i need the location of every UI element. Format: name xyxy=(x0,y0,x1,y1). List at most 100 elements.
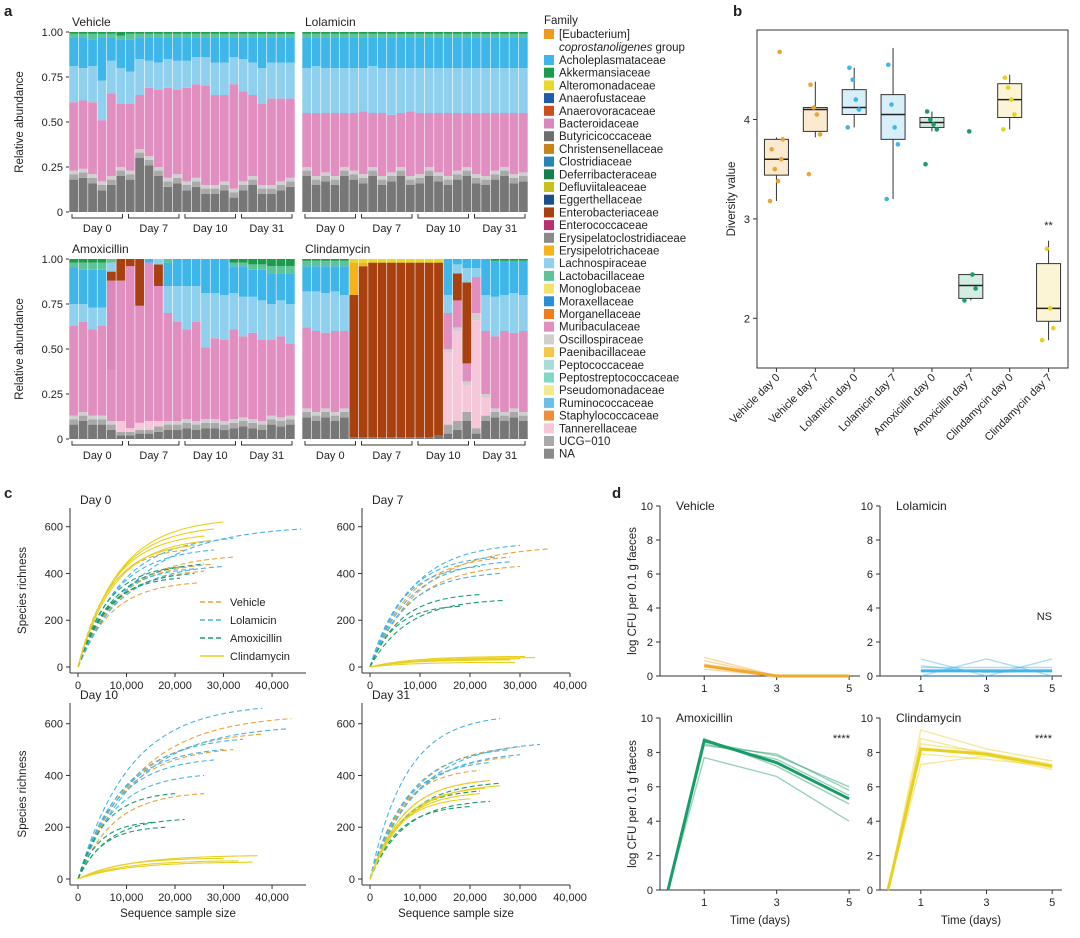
bar-segment xyxy=(339,266,349,295)
bar-segment xyxy=(330,260,340,267)
bar-segment xyxy=(518,32,528,34)
bar-segment xyxy=(434,435,443,439)
bar-segment xyxy=(106,93,116,176)
bar-segment xyxy=(219,421,229,425)
bar-segment xyxy=(509,113,519,175)
bar-segment xyxy=(339,259,349,261)
bar-segment xyxy=(88,424,97,439)
bar-segment xyxy=(387,176,396,182)
significance-label: NS xyxy=(1037,611,1052,623)
bar-segment xyxy=(443,433,453,439)
bar-segment xyxy=(257,269,267,301)
rarefaction-panel: Day 31 0 200 400 600 0 10,000 20,000 30,000 40,00… xyxy=(337,688,587,920)
bar-segment xyxy=(172,60,182,90)
legend-swatch xyxy=(544,93,554,104)
bar-segment xyxy=(257,424,267,430)
bar-segment xyxy=(405,437,415,439)
bar-segment xyxy=(311,259,321,261)
bar-segment xyxy=(191,286,201,322)
bar-segment xyxy=(106,37,116,61)
x-tick-label: Clindamycin day 7 xyxy=(983,372,1055,444)
x-tick-label: 1 xyxy=(918,683,924,695)
bar-segment xyxy=(191,33,201,38)
bar-segment xyxy=(462,282,472,364)
bar-segment xyxy=(500,331,509,412)
bar-segment xyxy=(116,435,126,439)
data-point xyxy=(767,198,773,204)
legend-swatch xyxy=(544,397,554,408)
legend-swatch xyxy=(544,410,554,421)
bar-segment xyxy=(219,190,229,212)
y-axis-label: Species richness xyxy=(17,547,29,634)
bar-segment xyxy=(330,33,340,38)
bar-segment xyxy=(144,87,154,157)
bar-segment xyxy=(144,159,154,166)
replicate-line xyxy=(704,656,850,677)
bar-segment xyxy=(509,183,519,212)
bar-segment xyxy=(396,32,406,34)
bar-segment xyxy=(78,415,88,421)
legend-swatch xyxy=(544,105,554,116)
bar-segment xyxy=(452,327,462,331)
bar-segment xyxy=(276,273,286,301)
bar-segment xyxy=(358,174,368,178)
bar-segment xyxy=(339,167,349,171)
bar-segment xyxy=(97,424,107,439)
bar-segment xyxy=(405,68,415,112)
bar-segment xyxy=(349,170,359,175)
bar-segment xyxy=(210,37,220,63)
bar-segment xyxy=(321,293,330,333)
y-tick-label: 8 xyxy=(647,535,653,547)
y-tick-label: 0.25 xyxy=(42,389,63,401)
bar-segment xyxy=(490,336,500,409)
x-tick-label: 1 xyxy=(701,683,707,695)
legend-label: Anaerovoracaceae xyxy=(559,106,656,118)
legend-label: Lachnospiraceae xyxy=(559,258,647,270)
bar-segment xyxy=(500,415,509,421)
x-tick-label: 40,000 xyxy=(553,892,587,904)
bar-segment xyxy=(106,179,116,185)
bar-segment xyxy=(302,408,312,412)
bar-segment xyxy=(377,185,387,212)
bar-segment xyxy=(191,186,201,212)
bar-segment xyxy=(302,266,312,292)
legend-label: Ruminococcaceae xyxy=(559,398,654,410)
bar-segment xyxy=(248,332,258,420)
bar-segment xyxy=(201,86,210,185)
bar-segment xyxy=(500,295,509,331)
legend-swatch xyxy=(544,118,554,129)
bar-segment xyxy=(78,269,88,304)
bar-segment xyxy=(339,260,349,267)
y-tick-label: 8 xyxy=(867,747,873,759)
bar-segment xyxy=(238,91,248,182)
y-axis-label: Relative abundance xyxy=(14,71,26,173)
bar-segment xyxy=(349,295,359,438)
bar-segment xyxy=(358,177,368,184)
bar-segment xyxy=(154,421,163,427)
replicate-line xyxy=(667,742,850,891)
bar-segment xyxy=(257,259,267,265)
y-tick-label: 400 xyxy=(337,770,355,782)
legend-swatch xyxy=(544,448,554,459)
bar-segment xyxy=(88,33,97,40)
bar-segment xyxy=(229,266,239,294)
bar-segment xyxy=(78,172,88,178)
bar-segment xyxy=(396,37,406,68)
rarefaction-curve xyxy=(369,556,511,668)
y-tick-label: 0.25 xyxy=(42,162,63,174)
bar-segment xyxy=(368,167,378,171)
bar-segment xyxy=(182,329,192,420)
bar-segment xyxy=(321,260,330,267)
legend-swatch xyxy=(544,283,554,294)
significance-label: **** xyxy=(833,733,851,745)
bar-segment xyxy=(285,186,295,212)
bar-segment xyxy=(135,37,145,59)
bar-segment xyxy=(396,113,406,167)
bar-segment xyxy=(349,262,359,295)
bar-segment xyxy=(518,259,528,261)
bar-segment xyxy=(78,100,88,169)
legend-label: Muribaculaceae xyxy=(559,322,640,334)
bar-segment xyxy=(116,170,126,176)
bar-segment xyxy=(78,412,88,416)
panel-label-a: a xyxy=(4,3,13,20)
